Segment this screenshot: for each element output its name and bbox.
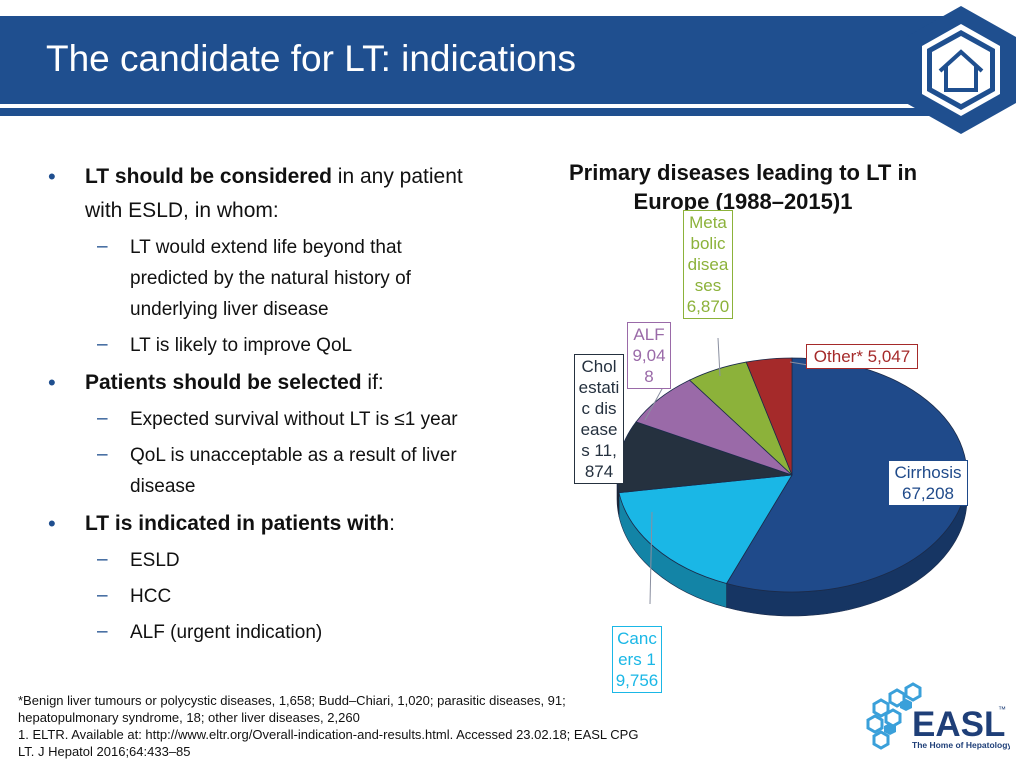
pie-slice-5	[745, 357, 793, 476]
pie-chart	[616, 337, 968, 617]
pie-label-cirrhosis: Cirrhosis 67,208	[888, 460, 968, 506]
bullet-list: LT should be considered in any patient w…	[48, 160, 478, 653]
sub-bullet: – ESLD	[97, 549, 180, 571]
pie-label-alf: ALF 9,048	[627, 322, 671, 389]
pie-label-metabolic: Metabolic diseases 6,870	[683, 210, 733, 319]
bullet-indicated: LT is indicated in patients with:	[48, 507, 478, 541]
home-icon[interactable]	[902, 4, 1020, 136]
pie-slice-1	[618, 474, 793, 584]
easl-logo-text: EASL	[912, 705, 1005, 744]
pie-label-cancers: Cancers 19,756	[612, 626, 662, 693]
easl-logo: EASL ™ The Home of Hepatology	[866, 682, 1010, 750]
sub-bullet: – HCC	[97, 585, 172, 607]
sub-bullet: – QoL is unacceptable as a result of live…	[97, 444, 457, 497]
header-stripe	[0, 108, 940, 116]
pie-leader-0	[649, 511, 653, 605]
footnote-benign: *Benign liver tumours or polycystic dise…	[18, 693, 566, 725]
header-band	[0, 16, 960, 104]
chart-title: Primary diseases leading to LT in Europe…	[568, 160, 918, 214]
pie-label-other: Other* 5,047	[806, 344, 918, 369]
footnote-reference: 1. ELTR. Available at: http://www.eltr.o…	[18, 727, 639, 759]
sub-bullet: – Expected survival without LT is ≤1 year	[97, 408, 458, 430]
bullet-consider: LT should be considered in any patient w…	[48, 160, 478, 228]
pie-leader-2	[717, 337, 721, 377]
footnote: *Benign liver tumours or polycystic dise…	[18, 692, 658, 760]
pie-label-cholestatic: Cholestatic diseases 11,874	[574, 354, 624, 484]
sub-bullet: – LT is likely to improve QoL	[97, 334, 353, 356]
easl-logo-tm: ™	[998, 705, 1006, 714]
sub-bullet: – ALF (urgent indication)	[97, 621, 323, 643]
sub-bullet: – LT would extend life beyond that predic…	[97, 236, 411, 320]
bullet-selected: Patients should be selected if:	[48, 366, 478, 400]
slide-title: The candidate for LT: indications	[46, 38, 576, 79]
easl-logo-tagline: The Home of Hepatology	[912, 740, 1010, 750]
